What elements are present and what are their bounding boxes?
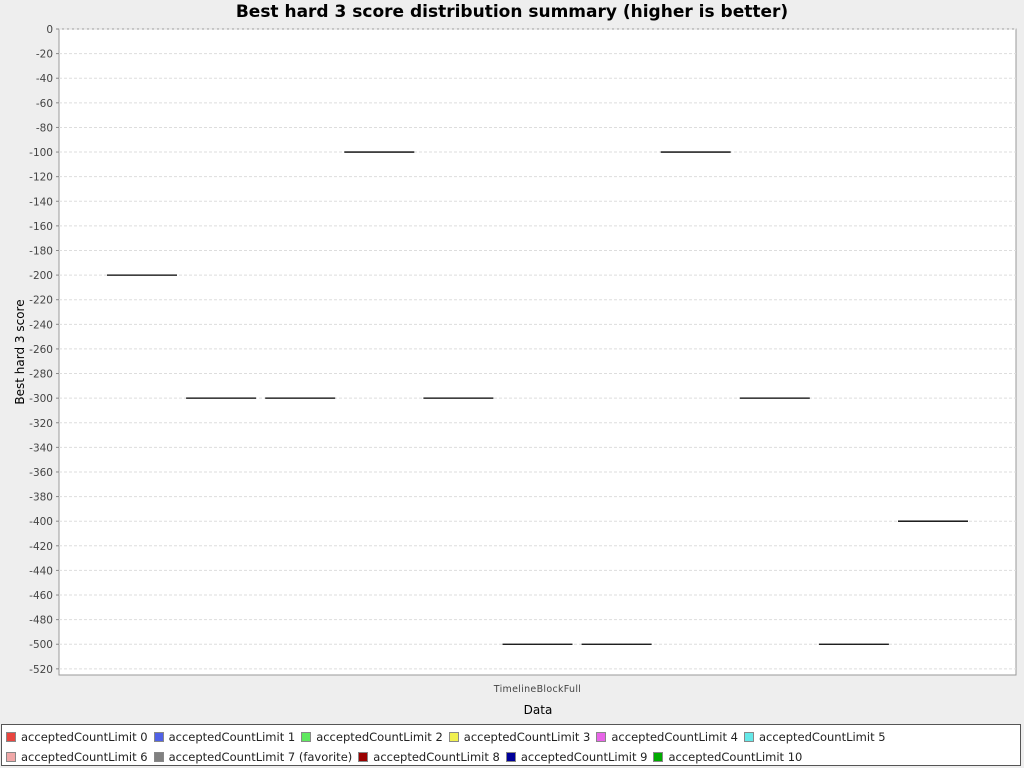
legend-item: acceptedCountLimit 6: [6, 747, 148, 767]
legend-swatch: [743, 732, 754, 742]
legend-label: acceptedCountLimit 5: [758, 730, 886, 744]
legend-label: acceptedCountLimit 1: [168, 730, 296, 744]
y-tick-label: -160: [29, 221, 53, 233]
y-tick-label: -240: [29, 319, 53, 331]
legend-item: acceptedCountLimit 7 (favorite): [153, 747, 353, 767]
y-tick-label: -500: [29, 639, 53, 651]
legend-label: acceptedCountLimit 6: [21, 750, 148, 764]
y-tick-label: -360: [29, 467, 53, 479]
legend-label: acceptedCountLimit 4: [611, 730, 738, 744]
legend-label: acceptedCountLimit 2: [316, 730, 443, 744]
y-tick-label: -40: [36, 73, 53, 85]
x-axis-label: Data: [524, 703, 553, 717]
legend-swatch: [358, 752, 369, 762]
x-category-label: TimelineBlockFull: [493, 684, 581, 695]
y-tick-label: -400: [29, 516, 53, 528]
legend-item: acceptedCountLimit 3: [448, 727, 591, 747]
legend-label: acceptedCountLimit 0: [21, 730, 148, 744]
legend-swatch: [153, 732, 164, 742]
chart-plot: 0 -20 -40 -60 -80 -100 -120 -140 -160 -180 -200 -22…: [13, 24, 1017, 717]
legend-swatch: [596, 732, 607, 742]
y-tick-label: -520: [29, 664, 53, 676]
legend-swatch: [301, 732, 312, 742]
legend-label: acceptedCountLimit 9: [520, 750, 648, 764]
legend-label: acceptedCountLimit 10: [668, 750, 803, 764]
legend-swatch: [448, 732, 459, 742]
legend-label: acceptedCountLimit 7 (favorite): [168, 750, 353, 764]
legend-swatch: [653, 752, 664, 762]
legend-item: acceptedCountLimit 0: [6, 727, 148, 747]
legend-item: acceptedCountLimit 2: [301, 727, 443, 747]
legend-item: acceptedCountLimit 8: [358, 747, 500, 767]
legend-swatch: [153, 752, 164, 762]
legend-item: acceptedCountLimit 4: [596, 727, 738, 747]
y-tick-label: -60: [36, 98, 53, 110]
y-tick-label: -320: [29, 418, 53, 430]
legend-swatch: [6, 732, 16, 742]
y-tick-label: -20: [36, 49, 53, 61]
y-tick-label: -340: [29, 442, 53, 454]
x-axis-categories: TimelineBlockFull: [493, 684, 581, 695]
y-tick-label: -120: [29, 172, 53, 184]
y-tick-label: -200: [29, 270, 53, 282]
y-tick-label: -420: [29, 541, 53, 553]
y-tick-label: -300: [29, 393, 53, 405]
chart-title: Best hard 3 score distribution summary (…: [235, 2, 789, 22]
y-axis-ticks: 0 -20 -40 -60 -80 -100 -120 -140 -160 -180 -200 -22…: [29, 24, 59, 676]
y-tick-label: -380: [29, 492, 53, 504]
legend-item: acceptedCountLimit 10: [653, 747, 802, 767]
y-tick-label: -180: [29, 245, 53, 257]
y-tick-label: 0: [46, 24, 53, 36]
y-tick-label: -80: [36, 122, 53, 134]
legend: acceptedCountLimit 0 acceptedCountLimit 1…: [1, 724, 1021, 766]
y-tick-label: -440: [29, 565, 53, 577]
legend-swatch: [6, 752, 16, 762]
y-axis-label: Best hard 3 score: [13, 299, 27, 404]
y-tick-label: -220: [29, 295, 53, 307]
y-tick-label: -100: [29, 147, 53, 159]
y-tick-label: -480: [29, 615, 53, 627]
legend-item: acceptedCountLimit 1: [153, 727, 296, 747]
legend-label: acceptedCountLimit 8: [373, 750, 500, 764]
plot-area: [58, 28, 1017, 676]
y-tick-label: -140: [29, 196, 53, 208]
legend-item: acceptedCountLimit 9: [505, 747, 648, 767]
y-tick-label: -260: [29, 344, 53, 356]
legend-items: acceptedCountLimit 0 acceptedCountLimit 1…: [6, 727, 1016, 767]
legend-label: acceptedCountLimit 3: [463, 730, 591, 744]
y-tick-label: -460: [29, 590, 53, 602]
series-marks: [107, 151, 968, 645]
y-tick-label: -280: [29, 369, 53, 381]
legend-item: acceptedCountLimit 5: [743, 727, 886, 747]
legend-swatch: [505, 752, 516, 762]
